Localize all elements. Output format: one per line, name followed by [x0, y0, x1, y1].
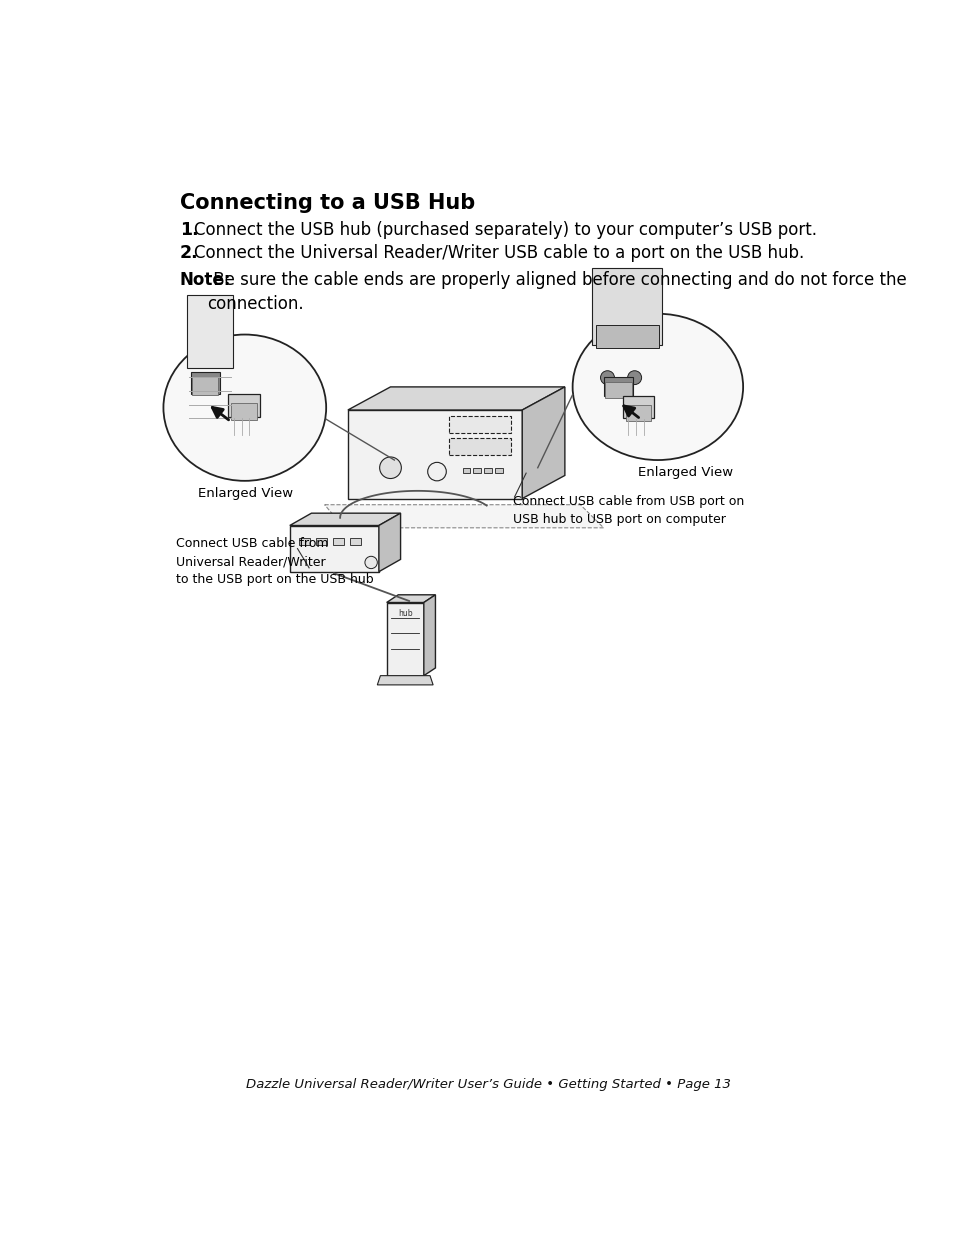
Ellipse shape	[572, 314, 742, 461]
Ellipse shape	[163, 335, 326, 480]
Circle shape	[365, 556, 377, 568]
Text: Enlarged View: Enlarged View	[638, 466, 733, 479]
Circle shape	[627, 370, 641, 384]
Bar	[448, 437, 510, 454]
Polygon shape	[290, 514, 400, 526]
Bar	[315, 537, 327, 545]
Bar	[298, 537, 310, 545]
Text: 2.: 2.	[179, 245, 198, 263]
Polygon shape	[348, 410, 521, 499]
Bar	[333, 537, 344, 545]
Text: Connect the Universal Reader/Writer USB cable to a port on the USB hub.: Connect the Universal Reader/Writer USB …	[193, 245, 803, 263]
Polygon shape	[378, 514, 400, 572]
Text: Connect USB cable from USB port on
USB hub to USB port on computer: Connect USB cable from USB port on USB h…	[513, 495, 743, 526]
Polygon shape	[423, 595, 435, 676]
Text: Enlarged View: Enlarged View	[198, 487, 294, 500]
Bar	[625, 405, 650, 421]
Bar	[596, 325, 659, 348]
Bar	[592, 268, 661, 345]
Polygon shape	[386, 595, 435, 603]
Text: Be sure the cable ends are properly aligned before connecting and do not force t: Be sure the cable ends are properly alig…	[208, 272, 905, 312]
Bar	[462, 468, 470, 473]
Text: hub: hub	[397, 609, 412, 618]
Text: Dazzle Universal Reader/Writer User’s Guide • Getting Started • Page 13: Dazzle Universal Reader/Writer User’s Gu…	[246, 1078, 731, 1092]
Bar	[228, 394, 260, 417]
Bar	[448, 416, 510, 433]
Bar	[187, 294, 233, 368]
Bar	[484, 468, 492, 473]
Bar	[231, 403, 257, 420]
Polygon shape	[324, 505, 603, 527]
Bar	[192, 377, 218, 395]
Bar	[495, 468, 502, 473]
Bar	[622, 396, 654, 417]
Bar	[603, 377, 633, 396]
Text: Note:: Note:	[179, 272, 231, 289]
Text: Connecting to a USB Hub: Connecting to a USB Hub	[179, 193, 475, 212]
Bar	[473, 468, 480, 473]
Text: Connect the USB hub (purchased separately) to your computer’s USB port.: Connect the USB hub (purchased separatel…	[193, 221, 816, 240]
Polygon shape	[386, 603, 423, 676]
Polygon shape	[521, 387, 564, 499]
Circle shape	[599, 370, 614, 384]
Circle shape	[379, 457, 401, 478]
Bar	[604, 382, 631, 398]
Text: 1.: 1.	[179, 221, 198, 240]
Circle shape	[427, 462, 446, 480]
Bar	[191, 372, 220, 394]
Polygon shape	[377, 676, 433, 685]
Text: Connect USB cable from
Universal Reader/Writer
to the USB port on the USB hub: Connect USB cable from Universal Reader/…	[175, 537, 373, 587]
Polygon shape	[348, 387, 564, 410]
Polygon shape	[290, 526, 378, 572]
Bar	[350, 537, 360, 545]
